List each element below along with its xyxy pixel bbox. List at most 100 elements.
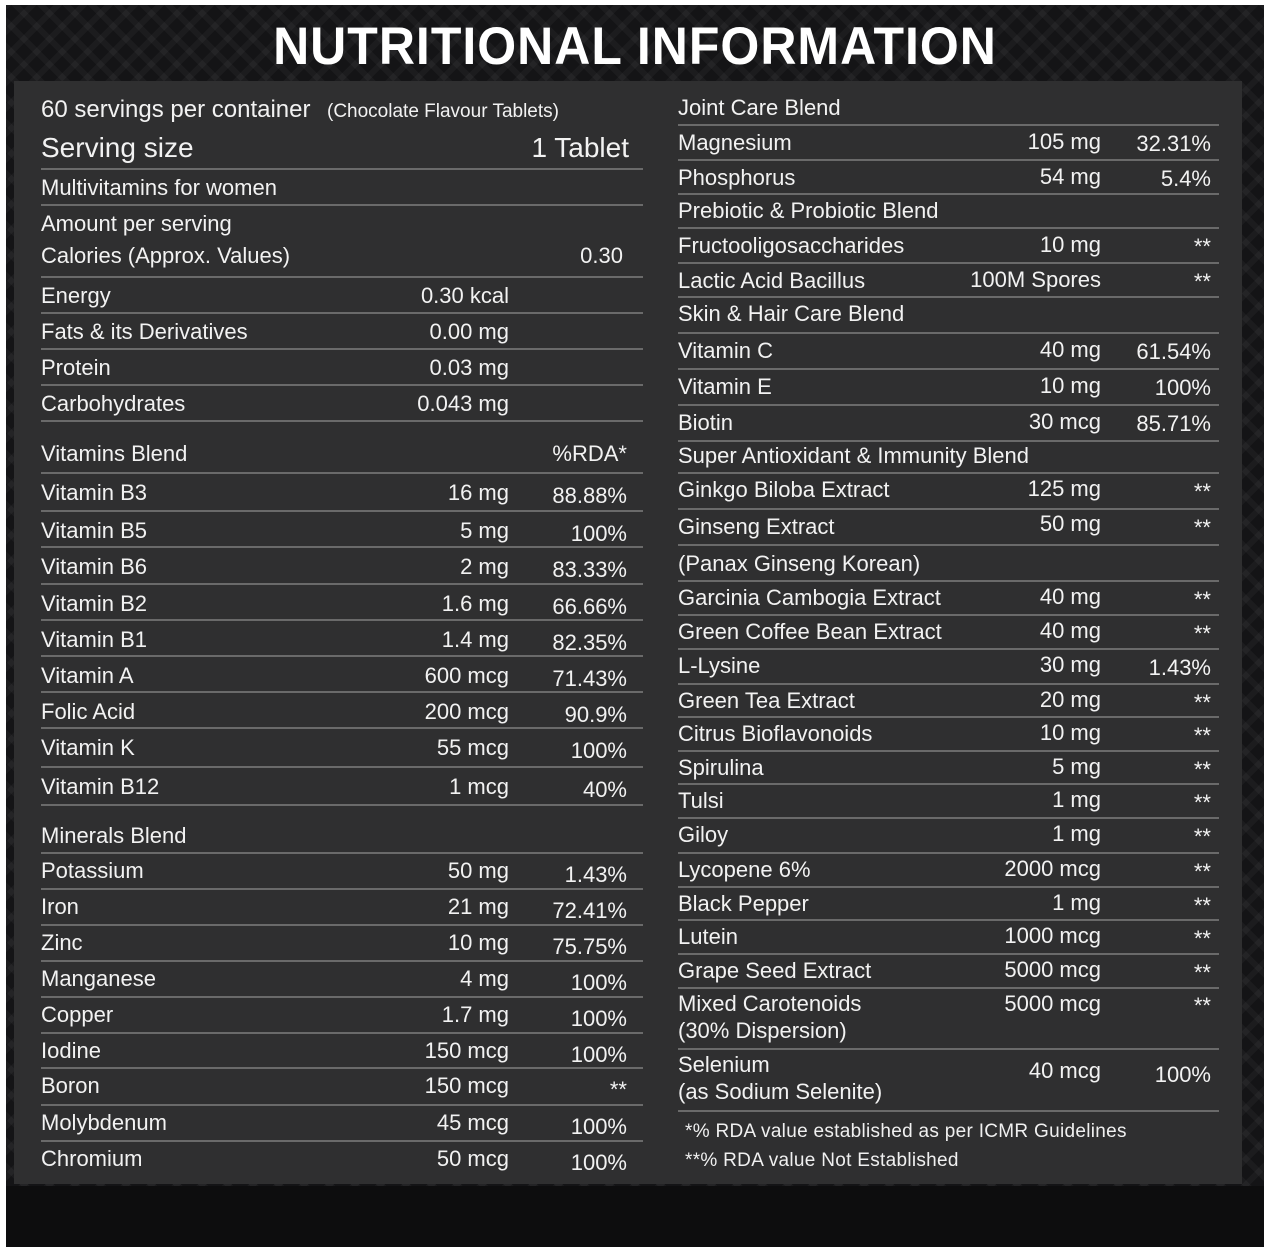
row-rda: ** bbox=[1193, 859, 1211, 884]
row-label: Lycopene 6% bbox=[678, 857, 811, 882]
row-label: Fructooligosaccharides bbox=[678, 233, 905, 258]
row-rda: ** bbox=[1193, 993, 1211, 1018]
row-label: Green Tea Extract bbox=[678, 688, 855, 713]
row-label: Fats & its Derivatives bbox=[41, 319, 248, 344]
row-amount: 10 mg bbox=[1039, 720, 1101, 745]
row-label: Vitamin B12 bbox=[41, 774, 160, 799]
row-label: Serving size bbox=[41, 132, 194, 163]
row-label: Potassium bbox=[41, 858, 144, 883]
row-amount: 1.7 mg bbox=[441, 1002, 509, 1027]
row-label: Vitamin K bbox=[41, 735, 135, 760]
row-amount: 40 mg bbox=[1039, 618, 1101, 643]
row-rda: 100% bbox=[570, 970, 627, 995]
row-amount: 30 mg bbox=[1039, 652, 1101, 677]
row-label: Magnesium bbox=[678, 130, 792, 155]
footnote: **% RDA value Not Established bbox=[685, 1150, 959, 1171]
row-amount: 1 mg bbox=[1052, 787, 1101, 812]
vitamins-header: Vitamins Blend %RDA* bbox=[41, 434, 643, 474]
row-label: Manganese bbox=[41, 966, 156, 991]
joint-row: Phosphorus 54 mg 5.4% bbox=[678, 161, 1219, 195]
row-rda: ** bbox=[609, 1077, 627, 1102]
row-label: Vitamin A bbox=[41, 663, 134, 688]
row-rda: 1 Tablet bbox=[531, 132, 629, 163]
row-amount: 1 mg bbox=[1052, 890, 1101, 915]
skin-header: Skin & Hair Care Blend bbox=[678, 298, 1219, 334]
row-rda: ** bbox=[1193, 790, 1211, 815]
row-label: Joint Care Blend bbox=[678, 95, 841, 120]
row-label: Chromium bbox=[41, 1146, 143, 1171]
row-label: Tulsi bbox=[678, 788, 724, 813]
vitamin-row: Vitamin B3 16 mg 88.88% bbox=[41, 474, 643, 512]
antioxidant-row: L-Lysine 30 mg 1.43% bbox=[678, 650, 1219, 685]
row-rda: ** bbox=[1193, 757, 1211, 782]
row-amount: 1.4 mg bbox=[441, 627, 509, 652]
row-rda: 85.71% bbox=[1136, 411, 1211, 436]
row-label: Iodine bbox=[41, 1038, 101, 1063]
row-label: Phosphorus bbox=[678, 165, 796, 190]
row-rda: %RDA* bbox=[552, 441, 627, 466]
row-amount: 40 mg bbox=[1039, 337, 1101, 362]
row-amount: 5 mg bbox=[460, 518, 509, 543]
row-label: Citrus Bioflavonoids bbox=[678, 721, 873, 746]
row-amount: 40 mg bbox=[1039, 584, 1101, 609]
row-amount: 105 mg bbox=[1027, 129, 1101, 154]
servings-text: 60 servings per container bbox=[41, 96, 311, 123]
row-label: Vitamin B2 bbox=[41, 591, 147, 616]
row-label: Vitamin B1 bbox=[41, 627, 147, 652]
row-label: Vitamin C bbox=[678, 338, 773, 363]
row-label: Ginkgo Biloba Extract bbox=[678, 477, 890, 502]
row-label: Carbohydrates bbox=[41, 391, 186, 416]
row-rda: 100% bbox=[570, 1150, 627, 1175]
row-label: Zinc bbox=[41, 930, 83, 955]
mineral-row: Iodine 150 mcg 100% bbox=[41, 1034, 643, 1069]
antioxidant-row: Lycopene 6% 2000 mcg ** bbox=[678, 854, 1219, 888]
row-amount: 50 mg bbox=[1039, 511, 1101, 536]
row-amount: 2000 mcg bbox=[1004, 856, 1101, 881]
antioxidant-row: Ginseng Extract 50 mg ** bbox=[678, 510, 1219, 546]
row-amount: 150 mcg bbox=[424, 1073, 509, 1098]
row-rda: ** bbox=[1193, 690, 1211, 715]
mineral-row: Chromium 50 mcg 100% bbox=[41, 1142, 643, 1178]
vitamin-row: Vitamin B12 1 mcg 40% bbox=[41, 768, 643, 806]
row-rda: 40% bbox=[582, 777, 627, 802]
row-label: Vitamins Blend bbox=[41, 441, 188, 466]
row-amount: 55 mcg bbox=[436, 735, 509, 760]
row-rda: 66.66% bbox=[552, 594, 627, 619]
antioxidant-row: Ginkgo Biloba Extract 125 mg ** bbox=[678, 474, 1219, 510]
row-amount: 0.043 mg bbox=[417, 391, 509, 416]
row-amount: 10 mg bbox=[1039, 373, 1101, 398]
row-label-secondary: (as Sodium Selenite) bbox=[678, 1079, 883, 1104]
row-amount: 200 mcg bbox=[424, 699, 509, 724]
row-label: Vitamin B5 bbox=[41, 518, 147, 543]
row-amount: 21 mg bbox=[447, 894, 509, 919]
row-label: Protein bbox=[41, 355, 111, 380]
row-rda: 100% bbox=[570, 1114, 627, 1139]
row-rda: 88.88% bbox=[552, 483, 627, 508]
calories-row: Amount per serving Calories (Approx. Valu… bbox=[41, 206, 643, 278]
row-amount: 30 mcg bbox=[1028, 409, 1101, 434]
vitamin-row: Vitamin A 600 mcg 71.43% bbox=[41, 657, 643, 693]
row-amount: 1.6 mg bbox=[441, 591, 509, 616]
row-label: L-Lysine bbox=[678, 653, 761, 678]
row-rda: 83.33% bbox=[552, 557, 627, 582]
row-amount: 0.03 mg bbox=[429, 355, 510, 380]
prebiotic-row: Lactic Acid Bacillus 100M Spores ** bbox=[678, 264, 1219, 298]
nutrition-panel bbox=[14, 81, 1242, 1184]
row-rda: ** bbox=[1193, 234, 1211, 259]
antioxidant-row: Lutein 1000 mcg ** bbox=[678, 921, 1219, 955]
mineral-row: Potassium 50 mg 1.43% bbox=[41, 854, 643, 890]
servings-subtext: (Chocolate Flavour Tablets) bbox=[327, 101, 559, 122]
row-rda: 90.9% bbox=[564, 702, 627, 727]
row-label: Folic Acid bbox=[41, 699, 136, 724]
vitamin-row: Folic Acid 200 mcg 90.9% bbox=[41, 693, 643, 729]
row-label: Skin & Hair Care Blend bbox=[678, 301, 905, 326]
row-label: Selenium bbox=[678, 1052, 770, 1077]
antioxidant-row: Spirulina 5 mg ** bbox=[678, 752, 1219, 785]
row-rda: 5.4% bbox=[1160, 166, 1211, 191]
row-amount: 5000 mcg bbox=[1004, 991, 1101, 1016]
vitamin-row: Vitamin B5 5 mg 100% bbox=[41, 512, 643, 548]
basic-row: Carbohydrates 0.043 mg bbox=[41, 386, 643, 422]
product-row: Multivitamins for women bbox=[41, 170, 643, 206]
row-amount: 1 mg bbox=[1052, 821, 1101, 846]
row-amount: 1 mcg bbox=[449, 774, 509, 799]
